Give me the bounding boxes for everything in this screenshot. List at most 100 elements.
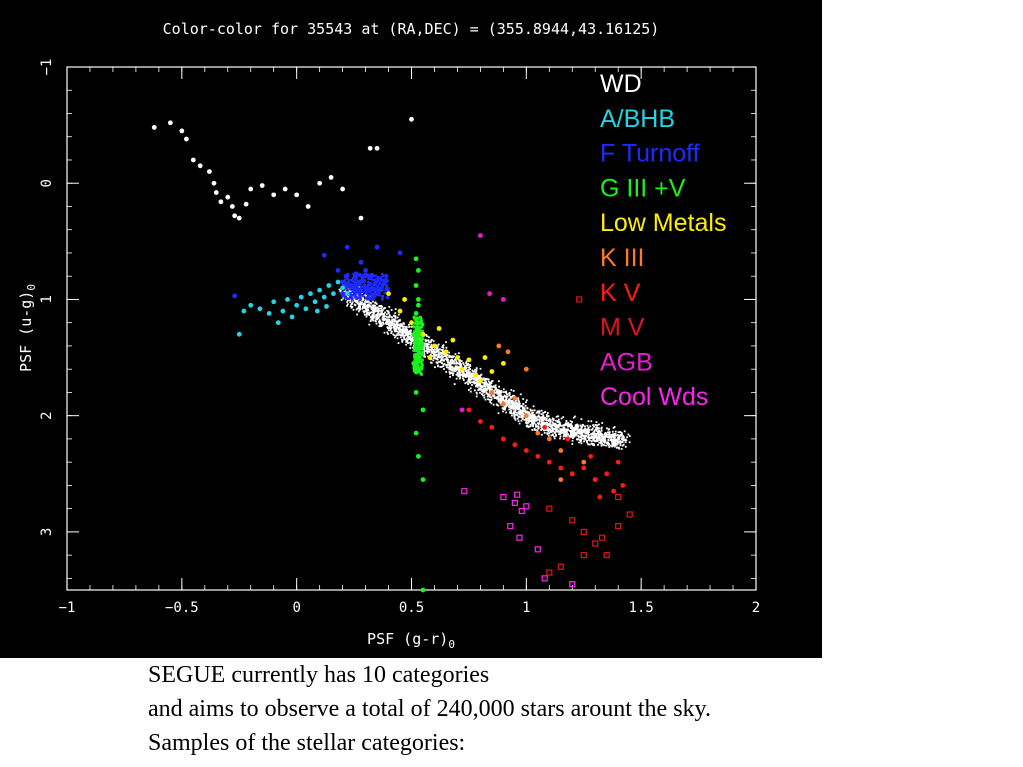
field-star-point [357,310,360,313]
f-turnoff-cluster-point [355,276,358,279]
field-star-point [370,311,373,314]
field-star-point [486,387,489,390]
field-star-point [533,414,536,416]
data-point [351,287,357,293]
field-star-point [427,339,430,342]
field-star-point [598,429,600,432]
g-dwarf-stripe-point [418,341,422,344]
f-turnoff-cluster-point [375,278,378,281]
field-star-point [612,433,615,436]
field-star-point [455,365,458,368]
field-star-point [555,433,557,436]
field-star-point [617,434,619,436]
f-turnoff-cluster-point [353,283,357,286]
data-point [326,283,332,288]
data-point [266,310,272,316]
field-star-point [371,314,374,316]
field-star-point [398,329,401,332]
field-star-point [568,423,571,426]
field-star-point [514,400,517,402]
field-star-point [395,321,398,324]
field-star-point [574,434,577,437]
data-point [466,407,472,413]
legend-entry: AGB [600,348,653,376]
field-star-point [552,419,555,421]
data-point [489,369,495,374]
field-star-point [560,431,562,433]
field-star-point [448,371,451,373]
field-star-point [435,361,438,364]
field-star-point [488,399,491,401]
field-star-point [494,384,497,387]
field-star-point [371,305,373,308]
data-point [271,299,277,305]
field-star-point [598,438,601,441]
field-star-point [486,385,489,388]
field-star-point [375,303,378,305]
field-star-point [572,431,575,434]
field-star-point [469,371,471,374]
data-point [331,291,336,297]
field-star-point [552,424,554,427]
field-star-point [462,374,464,376]
field-star-point [483,396,486,399]
field-star-point [411,325,413,328]
field-star-point [617,446,620,449]
field-star-point [445,341,447,343]
field-star-point [562,416,565,418]
field-star-point [436,348,439,351]
field-star-point [508,406,510,408]
field-star-point [440,348,443,351]
data-point [599,534,606,541]
data-point [523,448,529,453]
field-star-point [391,320,393,323]
field-star-point [532,424,535,427]
field-star-point [574,431,576,434]
field-star-point [473,382,476,385]
f-turnoff-cluster-point [359,274,363,278]
field-star-point [510,409,513,412]
field-star-point [556,426,559,429]
field-star-point [401,333,403,335]
field-star-point [525,420,528,423]
data-point [411,331,417,337]
field-star-point [498,385,500,388]
field-star-point [445,371,448,373]
field-star-point [388,324,390,327]
field-star-point [531,413,534,415]
data-point [211,180,217,186]
field-star-point [592,443,595,445]
field-star-point [513,414,516,416]
field-star-point [397,313,400,316]
field-star-point [607,431,609,434]
field-star-point [464,376,467,378]
field-star-point [572,427,575,430]
field-star-point [465,362,468,365]
field-star-point [379,305,381,308]
data-point [436,326,442,331]
field-star-point [355,301,358,304]
field-star-point [592,439,595,442]
field-star-point [621,441,624,444]
field-star-point [595,426,598,429]
field-star-point [483,385,486,388]
field-star-point [507,401,510,404]
field-star-point [445,355,448,358]
g-dwarf-stripe-point [415,333,418,337]
data-point [344,291,350,297]
field-star-point [459,363,461,366]
field-star-point [570,423,573,425]
field-star-point [521,416,524,419]
field-star-point [582,434,584,437]
field-star-point [452,362,455,365]
field-star-point [584,427,586,430]
field-star-point [554,431,556,434]
field-star-point [365,305,368,308]
field-star-point [580,442,583,445]
field-star-point [530,415,533,418]
field-star-point [461,372,464,374]
field-star-point [546,415,548,418]
field-star-point [580,436,582,438]
field-star-point [383,315,386,317]
field-star-point [425,340,427,342]
